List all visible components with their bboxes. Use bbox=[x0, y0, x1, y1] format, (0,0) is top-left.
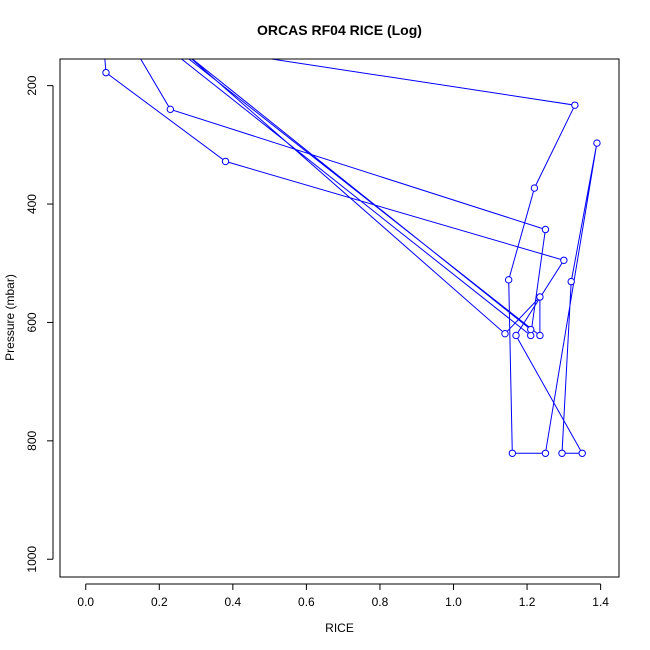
x-tick-label: 0.0 bbox=[77, 595, 94, 609]
x-axis: 0.0 0.2 0.4 0.6 0.8 1.0 1.2 1.4 bbox=[77, 583, 609, 609]
data-point bbox=[560, 256, 568, 264]
plot-frame bbox=[59, 58, 620, 578]
data-point bbox=[593, 139, 601, 147]
series-layer bbox=[102, 59, 601, 457]
data-point bbox=[504, 276, 513, 284]
data-point bbox=[166, 105, 175, 114]
data-point bbox=[558, 449, 566, 457]
y-tick-label: 200 bbox=[25, 75, 39, 95]
data-point bbox=[530, 184, 539, 192]
data-point bbox=[221, 157, 230, 166]
chart-title: ORCAS RF04 RICE (Log) bbox=[257, 22, 422, 38]
data-point bbox=[508, 449, 517, 457]
data-point bbox=[541, 225, 550, 234]
y-axis-label: Pressure (mbar) bbox=[3, 274, 17, 361]
data-point bbox=[501, 329, 509, 338]
data-point bbox=[102, 68, 110, 77]
x-tick-label: 1.0 bbox=[445, 595, 462, 609]
data-point bbox=[512, 331, 520, 340]
y-tick-label: 1000 bbox=[25, 546, 39, 573]
data-point bbox=[527, 325, 535, 334]
x-tick-label: 0.2 bbox=[151, 595, 168, 609]
y-tick-label: 800 bbox=[25, 431, 39, 451]
x-axis-label: RICE bbox=[325, 621, 354, 635]
x-tick-label: 0.6 bbox=[298, 595, 315, 609]
data-point bbox=[536, 331, 544, 340]
data-point bbox=[571, 101, 579, 109]
data-point bbox=[536, 293, 544, 301]
y-axis: 200 400 600 800 1000 bbox=[25, 75, 54, 573]
x-tick-label: 1.2 bbox=[519, 595, 536, 609]
data-point bbox=[567, 277, 575, 286]
data-point bbox=[578, 449, 586, 457]
x-tick-label: 0.4 bbox=[225, 595, 242, 609]
data-point bbox=[541, 449, 550, 457]
series-line bbox=[104, 59, 598, 454]
x-tick-label: 1.4 bbox=[592, 595, 609, 609]
y-tick-label: 600 bbox=[25, 312, 39, 332]
x-tick-label: 0.8 bbox=[372, 595, 389, 609]
y-tick-label: 400 bbox=[25, 194, 39, 214]
